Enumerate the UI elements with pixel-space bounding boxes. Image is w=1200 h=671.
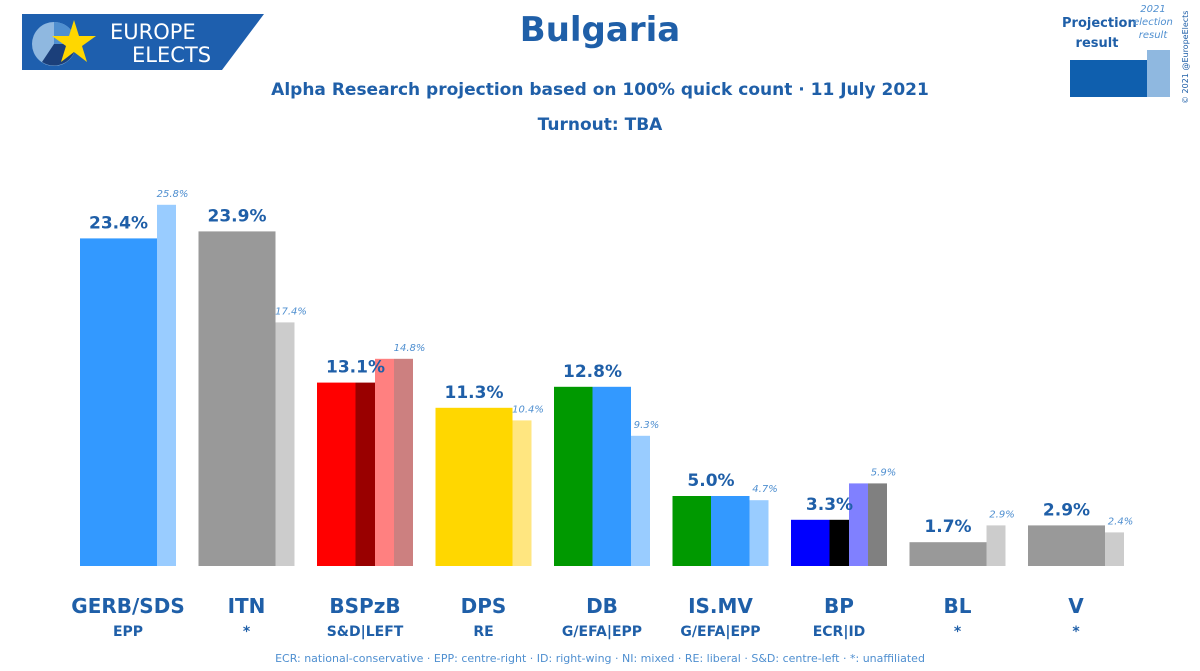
party-name-label: V	[1068, 594, 1084, 618]
previous-value-label: 14.8%	[394, 343, 426, 354]
projection-bar-ITN	[198, 231, 276, 566]
projection-value-label: 11.3%	[445, 383, 504, 403]
group-footnote: ECR: national-conservative · EPP: centre…	[275, 652, 925, 665]
projection-bar-BL	[909, 542, 987, 566]
party-group-label: *	[953, 624, 962, 640]
legend-previous-line3: result	[1138, 30, 1168, 41]
projection-value-label: 23.4%	[89, 213, 148, 233]
previous-value-label: 2.9%	[989, 509, 1014, 520]
party-name-label: DB	[586, 594, 618, 618]
previous-bar-GERB/SDS	[157, 204, 176, 567]
legend-projection-swatch	[1070, 60, 1148, 97]
logo-line2: ELECTS	[132, 43, 211, 67]
projection-bar-V	[1028, 525, 1105, 566]
party-group-label: *	[1072, 624, 1080, 640]
party-name-label: BP	[824, 594, 854, 618]
legend-projection-line2: result	[1075, 36, 1119, 51]
legend-projection-line1: Projection	[1062, 16, 1137, 31]
party-group-label: *	[242, 624, 251, 640]
previous-bar-BSPzB-part1	[375, 358, 394, 566]
party-name-label: GERB/SDS	[71, 594, 185, 618]
projection-bar-BSPzB-part1	[317, 382, 356, 566]
projection-value-label: 3.3%	[806, 495, 853, 515]
party-name-label: ITN	[227, 594, 266, 618]
previous-value-label: 5.9%	[871, 467, 896, 478]
legend-previous-swatch	[1147, 50, 1170, 97]
projection-bar-GERB/SDS	[80, 238, 157, 566]
projection-bar-IS.MV-part1	[672, 496, 711, 566]
party-group-label: EPP	[112, 624, 144, 640]
previous-bar-V	[1105, 532, 1124, 566]
previous-value-label: 2.4%	[1108, 516, 1133, 527]
party-group-label: G/EFA|EPP	[561, 624, 643, 640]
projection-value-label: 1.7%	[924, 517, 971, 537]
party-group-label: RE	[473, 624, 494, 640]
previous-bar-DPS	[512, 420, 532, 566]
projection-bar-BP-part1	[791, 519, 830, 566]
chart-subtitle: Alpha Research projection based on 100% …	[271, 80, 929, 100]
previous-bar-BL	[986, 525, 1006, 566]
previous-value-label: 17.4%	[275, 306, 307, 317]
projection-bar-DPS	[435, 407, 513, 566]
previous-value-label: 10.4%	[512, 404, 544, 415]
projection-bar-IS.MV-part2	[711, 496, 750, 566]
turnout-label: Turnout: TBA	[537, 115, 663, 135]
projection-value-label: 2.9%	[1043, 500, 1090, 520]
previous-bar-BP-part1	[849, 483, 868, 566]
party-name-label: BSPzB	[329, 594, 401, 618]
logo-line1: EUROPE	[110, 20, 196, 44]
previous-bar-BP-part2	[868, 483, 887, 566]
projection-value-label: 13.1%	[326, 358, 385, 378]
previous-value-label: 4.7%	[752, 484, 777, 495]
legend-previous-line2: election	[1133, 17, 1173, 28]
projection-bar-DB-part1	[554, 386, 593, 566]
legend-swatches	[1070, 50, 1170, 97]
chart-title: Bulgaria	[519, 10, 681, 50]
party-name-label: BL	[943, 594, 972, 618]
previous-bar-IS.MV	[749, 500, 769, 566]
party-name-label: IS.MV	[688, 594, 753, 618]
previous-bar-ITN	[275, 322, 295, 566]
party-group-label: S&D|LEFT	[326, 624, 404, 640]
previous-value-label: 25.8%	[157, 189, 189, 200]
projection-value-label: 5.0%	[687, 471, 734, 491]
bar-chart: 23.4% 25.8% 23.9% 17.4% 13.1% 14.8% 11.3% 10.4%…	[80, 189, 1133, 567]
party-group-label: G/EFA|EPP	[680, 624, 761, 640]
previous-value-label: 9.3%	[634, 420, 659, 431]
projection-value-label: 23.9%	[208, 206, 267, 226]
previous-bar-DB	[631, 435, 650, 566]
projection-bar-DB-part2	[592, 386, 631, 566]
previous-bar-BSPzB-part2	[394, 358, 413, 566]
legend-previous-line1: 2021	[1140, 4, 1166, 15]
projection-value-label: 12.8%	[563, 362, 622, 382]
party-group-label: ECR|ID	[812, 624, 866, 640]
europe-elects-logo: EUROPE ELECTS	[22, 14, 264, 70]
party-name-label: DPS	[460, 594, 507, 618]
